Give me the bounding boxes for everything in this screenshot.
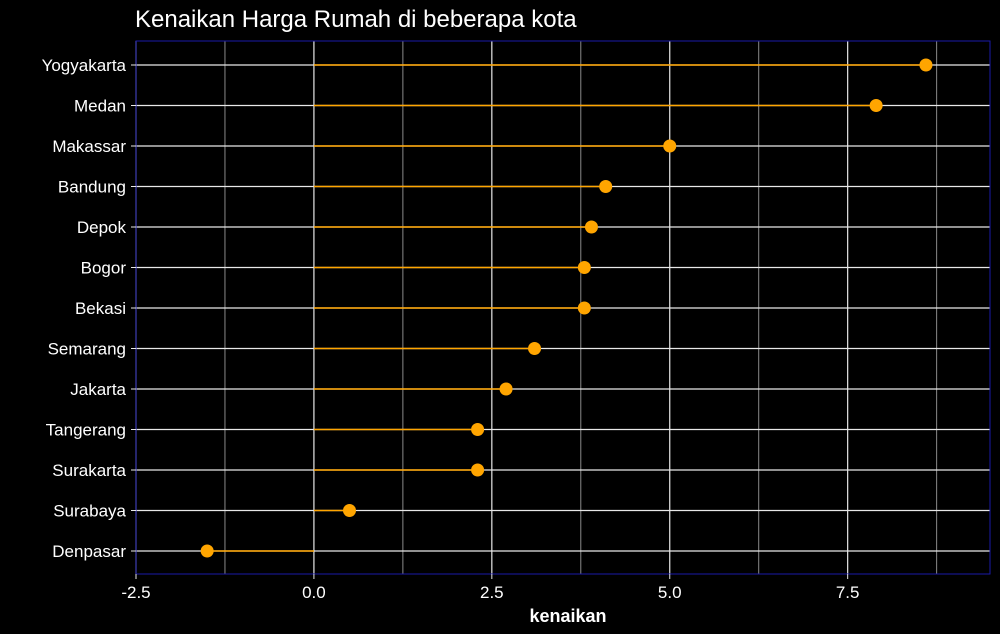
lollipop-point <box>577 261 591 274</box>
y-tick-label: Bandung <box>58 178 126 197</box>
y-tick-label: Semarang <box>48 340 126 359</box>
y-tick-label: Depok <box>77 218 127 237</box>
lollipop-point <box>599 180 613 193</box>
x-tick-label: -2.5 <box>121 583 150 602</box>
lollipop-point <box>919 58 933 72</box>
lollipop-point <box>499 382 513 396</box>
y-tick-label: Denpasar <box>52 542 126 561</box>
lollipop-point <box>471 463 485 477</box>
x-tick-label: 0.0 <box>302 583 326 602</box>
x-axis-title: kenaikan <box>529 606 606 626</box>
lollipop-point <box>577 301 591 315</box>
lollipop-point <box>343 504 356 517</box>
lollipop-point <box>869 99 883 112</box>
y-tick-label: Tangerang <box>46 421 126 440</box>
lollipop-point <box>471 423 485 436</box>
y-tick-label: Makassar <box>52 137 126 156</box>
x-tick-label: 2.5 <box>480 583 504 602</box>
lollipop-point <box>200 544 214 558</box>
plot-panel <box>131 40 991 579</box>
y-tick-label: Surabaya <box>53 502 126 521</box>
x-tick-label: 7.5 <box>836 583 860 602</box>
y-tick-label: Bekasi <box>75 299 126 318</box>
y-tick-label: Yogyakarta <box>42 56 127 75</box>
x-tick-label: 5.0 <box>658 583 682 602</box>
y-tick-label: Medan <box>74 97 126 116</box>
lollipop-point <box>584 220 598 234</box>
y-tick-label: Jakarta <box>70 380 126 399</box>
y-tick-label: Bogor <box>81 259 127 278</box>
lollipop-point <box>528 342 542 355</box>
lollipop-point <box>663 139 677 153</box>
chart-title: Kenaikan Harga Rumah di beberapa kota <box>135 6 577 33</box>
y-tick-label: Surakarta <box>52 461 126 480</box>
